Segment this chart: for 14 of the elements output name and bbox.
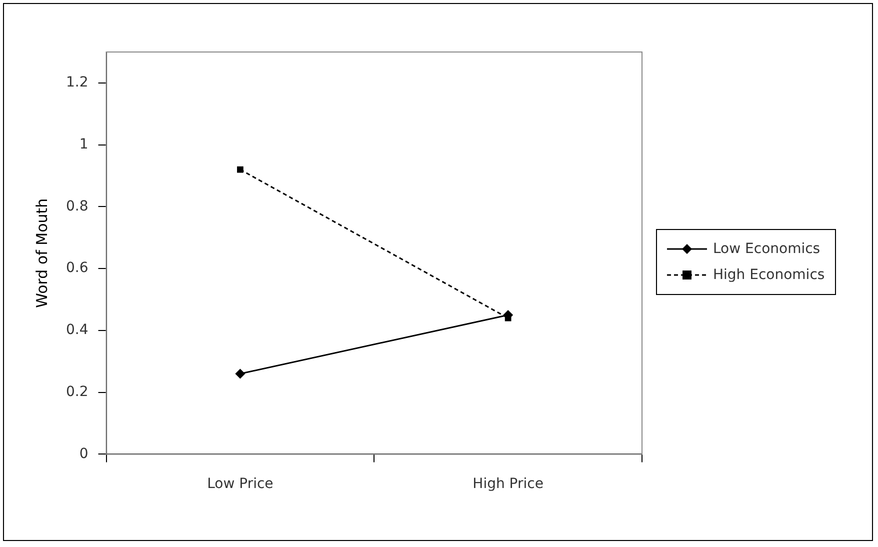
x-tick-label: Low Price bbox=[207, 476, 274, 492]
y-tick-label: 0 bbox=[79, 446, 88, 462]
y-tick-label: 0.2 bbox=[66, 384, 88, 400]
y-tick-label: 1 bbox=[79, 136, 88, 152]
legend-label: Low Economics bbox=[713, 241, 820, 257]
x-tick-label: High Price bbox=[472, 476, 544, 492]
point bbox=[237, 166, 244, 173]
y-tick-label: 0.8 bbox=[66, 198, 88, 214]
legend-label: High Economics bbox=[713, 267, 825, 283]
y-tick-label: 0.6 bbox=[66, 260, 88, 276]
point bbox=[235, 368, 246, 379]
y-tick-label: 0.4 bbox=[66, 322, 88, 338]
y-tick-label: 1.2 bbox=[66, 74, 88, 91]
y-axis-title: Word of Mouth bbox=[32, 198, 51, 308]
